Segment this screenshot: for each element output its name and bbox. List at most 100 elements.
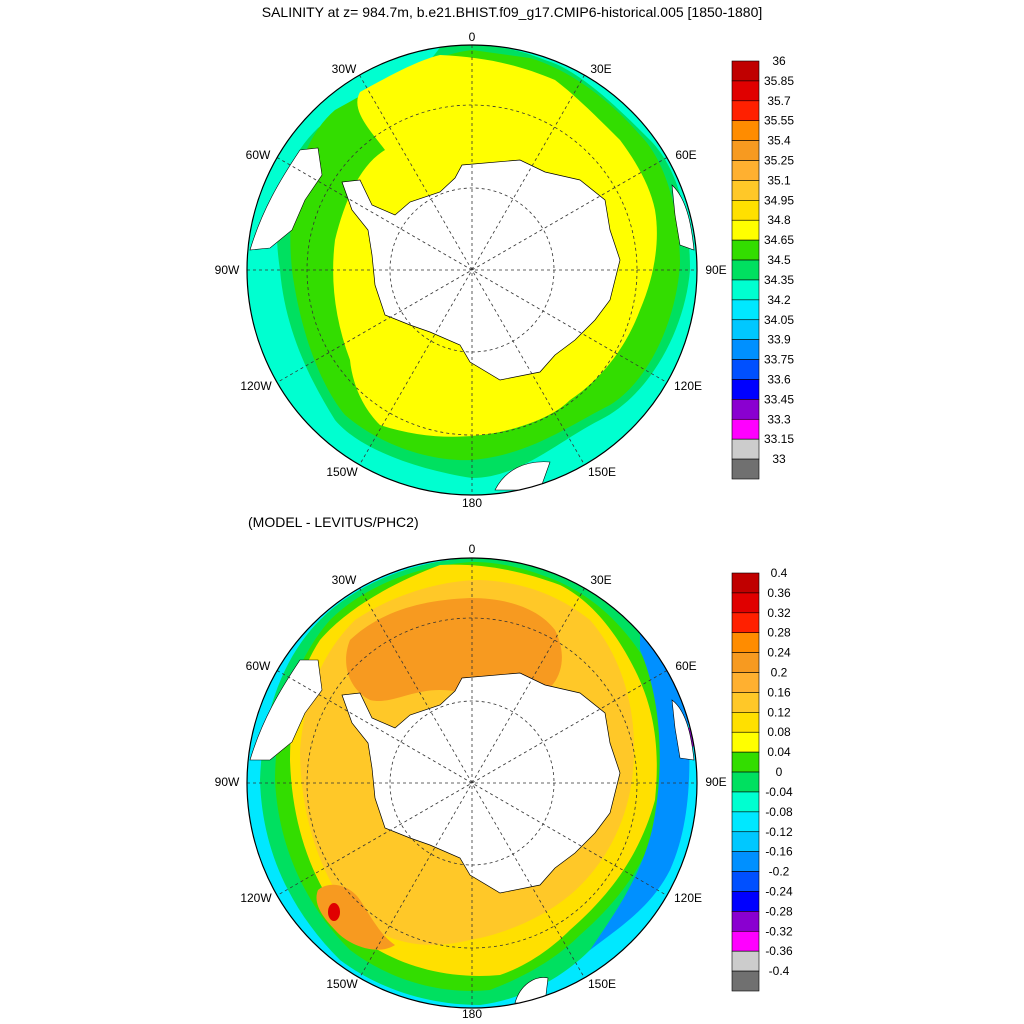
lon-label-90w: 90W — [215, 263, 240, 277]
colorbar-box — [731, 831, 760, 852]
colorbar-label: 0.2 — [771, 666, 788, 680]
lon-label-60e: 60E — [675, 148, 696, 162]
colorbar-label: 36 — [772, 54, 786, 68]
colorbar-label: 33.75 — [764, 353, 794, 367]
difference-graticule — [247, 558, 697, 1008]
colorbar-box — [731, 299, 760, 321]
lon-label-180: 180 — [462, 496, 482, 510]
colorbar-box — [731, 652, 760, 673]
colorbar-box — [731, 692, 760, 713]
colorbar-label: 35.25 — [764, 154, 794, 168]
south-america-land-bottom — [249, 659, 323, 761]
lon-label-90e-bottom: 90E — [705, 775, 726, 789]
difference-band-0.2-sw — [316, 884, 395, 950]
africa-tip-land-bottom — [671, 699, 695, 761]
colorbar-label: 0.28 — [767, 626, 791, 640]
colorbar-label: 0.08 — [767, 725, 791, 739]
colorbar-box — [731, 731, 760, 753]
colorbar-label: 33.3 — [767, 412, 791, 426]
colorbar-box — [731, 771, 760, 793]
lon-label-30w-bottom: 30W — [332, 573, 357, 587]
colorbar-box — [731, 60, 760, 82]
colorbar-label: 35.55 — [764, 114, 794, 128]
lon-label-60e-bottom: 60E — [675, 659, 696, 673]
lon-label-0-bottom: 0 — [469, 542, 476, 556]
colorbar-label: 35.85 — [764, 74, 794, 88]
colorbar-label: 34.05 — [764, 313, 794, 327]
colorbar-label: 33.9 — [767, 333, 791, 347]
salinity-graticule — [247, 45, 697, 495]
colorbar-box — [731, 399, 760, 420]
colorbar-label: -0.4 — [769, 964, 790, 978]
colorbar-label: 0.32 — [767, 606, 791, 620]
difference-subtitle: (MODEL - LEVITUS/PHC2) — [248, 514, 419, 530]
lon-label-30w: 30W — [332, 62, 357, 76]
colorbar-box — [731, 632, 760, 653]
colorbar-label: 0.16 — [767, 685, 791, 699]
colorbar-box — [731, 791, 760, 813]
difference-max-spot — [328, 903, 340, 921]
colorbar-label: 34.2 — [767, 293, 791, 307]
colorbar-label: 0 — [776, 765, 783, 779]
colorbar-label: 0.04 — [767, 745, 791, 759]
colorbar-box — [731, 80, 760, 102]
colorbar-label: -0.32 — [765, 924, 793, 938]
colorbar-box — [731, 712, 760, 733]
figure-title: SALINITY at z= 984.7m, b.e21.BHIST.f09_g… — [261, 4, 763, 20]
colorbar-label: -0.04 — [765, 785, 793, 799]
lon-label-120e-bottom: 120E — [674, 891, 702, 905]
new-zealand-land-bottom — [514, 977, 549, 1004]
colorbar-label: 34.35 — [764, 273, 794, 287]
colorbar-label: -0.2 — [769, 865, 790, 879]
colorbar-box — [731, 458, 760, 480]
colorbar-box — [731, 279, 760, 301]
colorbar-label: 34.95 — [764, 193, 794, 207]
colorbar-box — [731, 100, 760, 122]
colorbar-label: 0.36 — [767, 586, 791, 600]
lon-label-30e-bottom: 30E — [590, 573, 611, 587]
colorbar-label: 34.5 — [767, 253, 791, 267]
new-zealand-land — [494, 461, 551, 491]
colorbar-label: -0.16 — [765, 845, 793, 859]
lon-label-60w-bottom: 60W — [246, 659, 271, 673]
africa-tip-land — [671, 184, 695, 251]
colorbar-box — [731, 180, 760, 201]
lon-label-150w: 150W — [326, 465, 358, 479]
lon-label-120w-bottom: 120W — [240, 891, 272, 905]
colorbar-label: 35.4 — [767, 134, 791, 148]
colorbar-box — [731, 871, 760, 892]
colorbar-box — [731, 418, 760, 440]
colorbar-box — [731, 239, 760, 261]
colorbar-box — [731, 319, 760, 340]
colorbar-box — [731, 970, 760, 992]
colorbar-box — [731, 339, 760, 360]
colorbar-box — [731, 359, 760, 380]
lon-label-30e: 30E — [590, 62, 611, 76]
colorbar-label: 0.12 — [767, 705, 791, 719]
lon-label-90e: 90E — [705, 263, 726, 277]
colorbar-box — [731, 851, 760, 872]
salinity-longitude-labels: 0 30W 30E 60W 60E 90W 90E 120W 120E 150W… — [215, 30, 727, 510]
south-america-land — [249, 147, 323, 251]
colorbar-label: 35.7 — [767, 94, 791, 108]
colorbar-label: 33.15 — [764, 432, 794, 446]
colorbar-label: 0.24 — [767, 646, 791, 660]
lon-label-150e: 150E — [588, 465, 616, 479]
colorbar-box — [731, 438, 760, 460]
colorbar-label: 33 — [772, 452, 786, 466]
salinity-map — [246, 44, 698, 496]
colorbar-box — [731, 612, 760, 634]
lon-label-150w-bottom: 150W — [326, 977, 358, 991]
colorbar-box — [731, 672, 760, 693]
colorbar-box — [731, 219, 760, 241]
colorbar-box — [731, 811, 760, 833]
lon-label-180-bottom: 180 — [462, 1007, 482, 1021]
colorbar-label: 34.8 — [767, 213, 791, 227]
colorbar-box — [731, 751, 760, 773]
difference-map — [246, 557, 698, 1009]
colorbar-label: 34.65 — [764, 233, 794, 247]
colorbar-label: 33.45 — [764, 392, 794, 406]
colorbar-box — [731, 200, 760, 221]
colorbar-label: -0.08 — [765, 805, 793, 819]
